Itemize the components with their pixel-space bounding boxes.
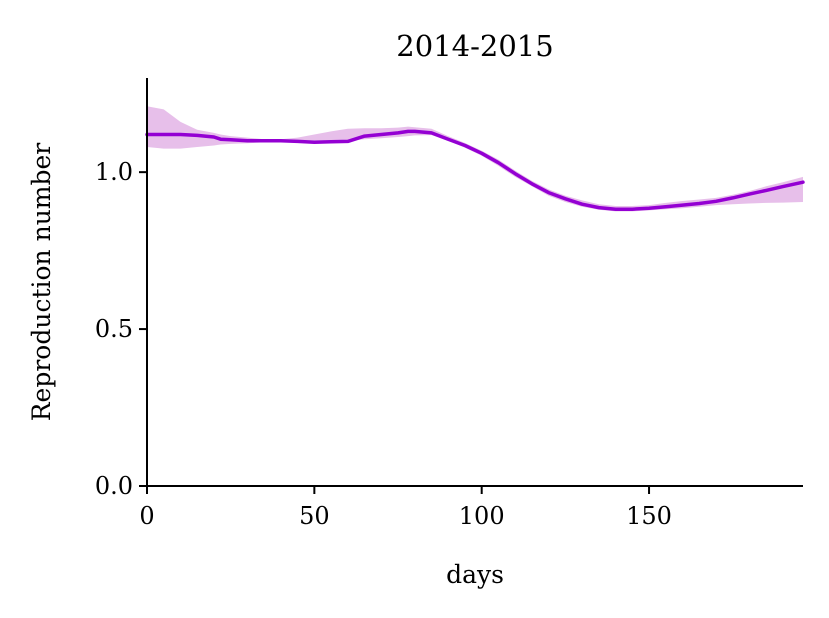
- y-tick-label: 1.0: [95, 158, 133, 186]
- chart-title: 2014-2015: [396, 29, 553, 63]
- plot-area: [145, 106, 805, 212]
- y-tick-label: 0.0: [95, 472, 133, 500]
- series-line: [145, 129, 805, 211]
- x-tick-label: 100: [459, 502, 505, 530]
- confidence-band: [147, 106, 803, 212]
- y-ticks: 0.0 0.5 1.0: [95, 158, 147, 500]
- x-tick-label: 150: [626, 502, 672, 530]
- x-axis-label: days: [446, 560, 504, 589]
- x-tick-label: 50: [299, 502, 330, 530]
- y-axis-label: Reproduction number: [27, 143, 56, 422]
- y-tick-label: 0.5: [95, 315, 133, 343]
- x-ticks: 0 50 100 150: [139, 486, 672, 530]
- x-tick-label: 0: [139, 502, 154, 530]
